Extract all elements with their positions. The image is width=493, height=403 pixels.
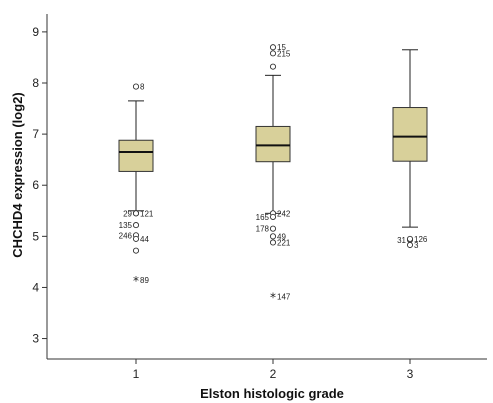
- outlier-label: 135: [119, 221, 133, 230]
- outlier-point: [406, 241, 414, 249]
- outlier-label: 121: [140, 209, 154, 218]
- outlier-label: 242: [277, 209, 291, 218]
- outlier-point: [132, 210, 140, 217]
- outlier-label: 8: [140, 83, 145, 92]
- outlier-label: 165: [256, 213, 270, 222]
- y-tick-label: 4: [32, 280, 39, 294]
- outlier-label: 147: [277, 293, 291, 302]
- outlier-point: [269, 239, 277, 246]
- y-tick-label: 3: [32, 332, 39, 346]
- y-tick-label: 9: [32, 25, 39, 39]
- outlier-point: [132, 235, 140, 242]
- outlier-point: [269, 63, 277, 70]
- outlier-label: 215: [277, 49, 291, 58]
- outlier-star: *: [133, 274, 139, 288]
- y-tick-label: 5: [32, 229, 39, 243]
- outlier-label: 44: [140, 235, 149, 244]
- outlier-label: 178: [256, 225, 270, 234]
- outlier-point: [132, 247, 140, 254]
- outlier-label: 89: [140, 276, 149, 285]
- outlier-label: 126: [414, 235, 428, 244]
- outlier-point: [406, 235, 414, 242]
- x-axis-title: Elston histologic grade: [200, 386, 344, 401]
- x-tick-label: 3: [407, 367, 414, 381]
- outlier-point: [132, 83, 140, 90]
- outlier-label: 31: [397, 236, 406, 245]
- outlier-label: 15: [277, 43, 286, 52]
- x-tick-label: 2: [270, 367, 277, 381]
- y-tick-label: 8: [32, 76, 39, 90]
- y-axis: 3 4 5 6 7 8 9: [32, 25, 47, 346]
- box-iqr: [255, 125, 291, 163]
- outlier-label: 3: [414, 241, 419, 250]
- outlier-label: 221: [277, 238, 291, 247]
- x-axis: 1 2 3: [133, 359, 414, 381]
- outlier-point: [269, 233, 277, 240]
- y-tick-label: 7: [32, 127, 39, 141]
- outlier-point: [269, 50, 277, 57]
- outlier-point: [269, 225, 277, 232]
- outlier-label: 49: [277, 232, 286, 241]
- outlier-point: [269, 44, 277, 51]
- y-axis-title: CHCHD4 expression (log2): [10, 92, 25, 257]
- outlier-star: *: [270, 291, 276, 305]
- outlier-point: [269, 213, 277, 220]
- y-tick-label: 6: [32, 178, 39, 192]
- box-iqr: [392, 107, 428, 162]
- outlier-label: 29: [123, 209, 132, 218]
- box-iqr: [118, 139, 154, 172]
- plot-frame: [46, 14, 487, 360]
- outlier-label: 246: [119, 231, 133, 240]
- outlier-point: [132, 222, 140, 229]
- x-tick-label: 1: [133, 367, 140, 381]
